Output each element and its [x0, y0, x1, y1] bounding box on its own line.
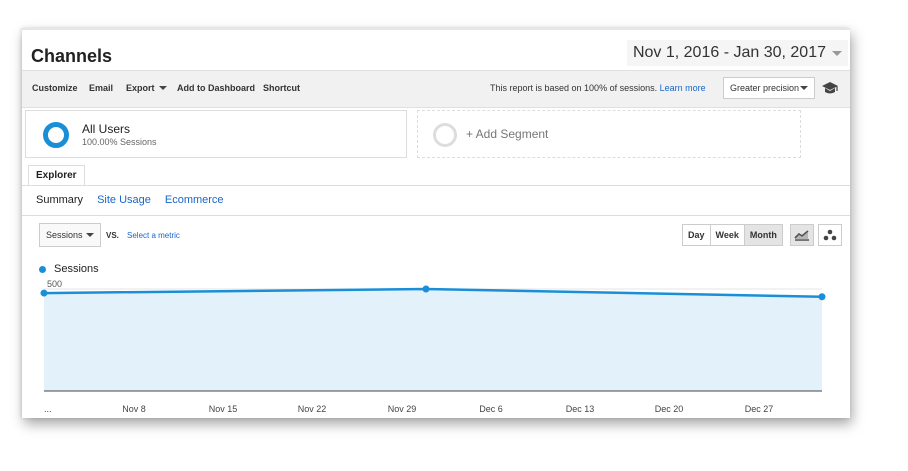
- x-tick-label: Dec 20: [655, 404, 684, 414]
- x-tick-label: Dec 13: [566, 404, 595, 414]
- data-point: [818, 293, 826, 301]
- x-tick-label: Dec 27: [745, 404, 774, 414]
- segment-all-users[interactable]: All Users 100.00% Sessions: [25, 110, 407, 158]
- tab-explorer[interactable]: Explorer: [28, 165, 85, 185]
- sampling-text: This report is based on 100% of sessions…: [490, 83, 658, 93]
- subtab-site-usage[interactable]: Site Usage: [97, 194, 151, 206]
- x-tick-label: Nov 22: [298, 404, 327, 414]
- graduation-cap-icon[interactable]: [821, 81, 839, 100]
- legend-marker: [39, 265, 46, 273]
- legend-series-name: Sessions: [54, 263, 99, 275]
- x-tick-label: ...: [44, 404, 52, 414]
- add-segment-label: + Add Segment: [466, 127, 549, 141]
- vs-label: VS.: [106, 231, 119, 240]
- chart-type-toggle: [790, 224, 842, 246]
- subtab-divider: [22, 215, 850, 216]
- subtab-summary[interactable]: Summary: [36, 194, 84, 206]
- sampling-note: This report is based on 100% of sessions…: [490, 83, 706, 93]
- segment-ring-icon: [43, 122, 69, 148]
- granularity-toggle: Day Week Month: [682, 224, 783, 246]
- add-segment-button[interactable]: + Add Segment: [417, 110, 801, 158]
- data-point: [422, 285, 430, 293]
- precision-dropdown[interactable]: Greater precision: [723, 77, 815, 99]
- bubble-chart-icon[interactable]: [818, 224, 842, 246]
- page-title: Channels: [31, 46, 113, 66]
- metric-label: Sessions: [46, 230, 83, 240]
- x-tick-label: Nov 29: [388, 404, 417, 414]
- chevron-down-icon: [86, 233, 94, 237]
- segment-sessions-share: 100.00% Sessions: [82, 137, 157, 147]
- date-range-label: Nov 1, 2016 - Jan 30, 2017: [632, 44, 826, 61]
- data-point: [40, 289, 48, 297]
- tab-divider: [22, 185, 850, 186]
- report-toolbar: Customize Email Export Add to Dashboard …: [22, 70, 850, 108]
- report-card: Channels Nov 1, 2016 - Jan 30, 2017 Cust…: [22, 28, 850, 418]
- chevron-down-icon: [800, 86, 808, 90]
- shortcut-button[interactable]: Shortcut: [263, 83, 300, 93]
- customize-button[interactable]: Customize: [32, 83, 78, 93]
- x-tick-label: Dec 6: [479, 404, 503, 414]
- add-to-dashboard-button[interactable]: Add to Dashboard: [177, 83, 255, 93]
- granularity-month-button[interactable]: Month: [743, 225, 782, 245]
- email-button[interactable]: Email: [89, 83, 114, 93]
- chart-legend: Sessions: [39, 263, 99, 275]
- segment-ring-empty-icon: [433, 123, 457, 147]
- explorer-subtabs: Summary Site Usage Ecommerce: [36, 194, 224, 206]
- date-range-picker[interactable]: Nov 1, 2016 - Jan 30, 2017: [626, 40, 848, 66]
- chevron-down-icon: [832, 50, 842, 56]
- subtab-ecommerce[interactable]: Ecommerce: [164, 194, 224, 206]
- export-button[interactable]: Export: [126, 83, 167, 93]
- select-metric-link[interactable]: Select a metric: [127, 231, 180, 240]
- granularity-week-button[interactable]: Week: [709, 225, 744, 245]
- y-tick-label: 500: [47, 280, 62, 289]
- export-label: Export: [126, 83, 155, 93]
- segment-name: All Users: [82, 122, 131, 136]
- chevron-down-icon: [158, 86, 167, 90]
- x-tick-label: Nov 8: [122, 404, 146, 414]
- precision-label: Greater precision: [730, 83, 800, 93]
- learn-more-link[interactable]: Learn more: [659, 83, 706, 93]
- x-tick-label: Nov 15: [209, 404, 238, 414]
- line-chart-icon[interactable]: [790, 224, 814, 246]
- series-area: [44, 289, 822, 391]
- granularity-day-button[interactable]: Day: [683, 225, 710, 245]
- metric-dropdown[interactable]: Sessions: [39, 223, 101, 247]
